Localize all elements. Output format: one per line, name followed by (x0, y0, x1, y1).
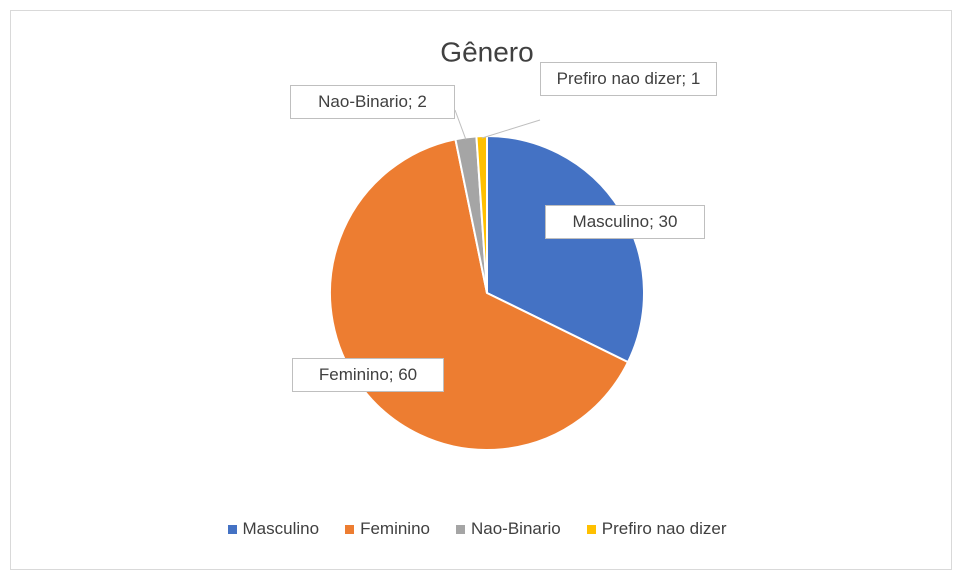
legend-label: Masculino (242, 519, 320, 538)
legend-item: Feminino (345, 519, 430, 539)
legend-label: Feminino (360, 519, 430, 538)
data-label: Nao-Binario; 2 (290, 85, 455, 119)
leader-line (481, 119, 541, 139)
data-label: Feminino; 60 (292, 358, 444, 392)
legend-label: Nao-Binario (470, 519, 561, 538)
legend-item: Nao-Binario (455, 519, 561, 539)
data-label: Masculino; 30 (545, 205, 705, 239)
legend-item: Prefiro nao dizer (586, 519, 727, 539)
legend-item: Masculino (227, 519, 320, 539)
data-label: Prefiro nao dizer; 1 (540, 62, 717, 96)
leader-line (454, 109, 467, 140)
legend: Masculino Feminino Nao-Binario Prefiro nao … (0, 519, 954, 539)
chart-title: Gênero (440, 36, 533, 67)
legend-swatch (227, 524, 237, 534)
legend-swatch (455, 524, 465, 534)
legend-label: Prefiro nao dizer (601, 519, 727, 538)
legend-swatch (586, 524, 596, 534)
legend-swatch (345, 524, 355, 534)
